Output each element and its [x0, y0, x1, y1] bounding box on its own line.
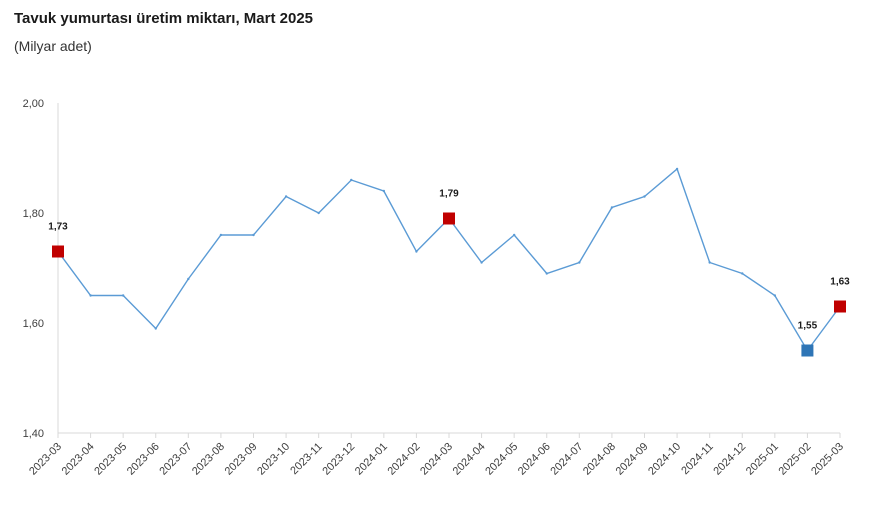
x-tick-label: 2024-11 — [679, 441, 715, 477]
data-point — [121, 294, 125, 297]
x-tick-label: 2023-07 — [157, 441, 194, 478]
data-point — [578, 261, 581, 264]
data-point — [415, 250, 418, 253]
data-label: 1,79 — [439, 189, 459, 200]
data-point — [317, 211, 320, 215]
x-tick-label: 2024-02 — [386, 441, 423, 478]
x-tick-label: 2024-04 — [451, 441, 488, 478]
data-point — [545, 272, 548, 275]
x-tick-label: 2023-10 — [255, 441, 292, 478]
highlight-marker — [801, 344, 814, 357]
highlight-marker — [52, 245, 64, 258]
highlight-marker — [834, 300, 846, 313]
x-tick-label: 2024-10 — [646, 441, 683, 478]
data-label: 1,73 — [48, 222, 68, 233]
x-tick-label: 2024-01 — [353, 441, 390, 478]
x-tick-label: 2023-06 — [125, 441, 162, 478]
x-tick-label: 2023-12 — [320, 441, 357, 478]
highlight-marker — [443, 212, 455, 225]
chart-title: Tavuk yumurtası üretim miktarı, Mart 202… — [14, 10, 314, 27]
x-tick-label: 2025-01 — [744, 441, 781, 478]
x-tick-label: 2024-03 — [418, 441, 455, 478]
data-point — [187, 277, 190, 281]
y-tick-label: 2,00 — [23, 98, 44, 110]
data-point — [480, 261, 483, 264]
x-tick-label: 2023-08 — [190, 441, 227, 478]
data-point — [708, 261, 711, 264]
data-point — [219, 233, 223, 237]
x-tick-label: 2023-09 — [223, 441, 260, 478]
data-point — [154, 327, 157, 330]
data-point — [382, 189, 386, 193]
x-tick-label: 2024-08 — [581, 441, 618, 478]
x-tick-label: 2024-06 — [516, 441, 553, 478]
x-tick-label: 2024-09 — [614, 441, 651, 478]
data-point — [512, 233, 516, 237]
data-point — [350, 178, 353, 182]
data-point — [643, 195, 646, 198]
y-tick-label: 1,60 — [23, 318, 44, 330]
x-tick-label: 2023-11 — [288, 441, 324, 477]
y-tick-label: 1,40 — [23, 428, 44, 440]
data-point — [89, 294, 92, 297]
x-tick-label: 2023-05 — [92, 441, 129, 478]
data-label: 1,63 — [830, 277, 850, 288]
x-tick-label: 2025-03 — [809, 441, 846, 478]
x-tick-label: 2023-04 — [60, 441, 97, 478]
x-tick-label: 2024-12 — [711, 441, 748, 478]
data-point — [252, 233, 255, 237]
x-tick-label: 2024-07 — [548, 441, 585, 478]
data-point — [284, 195, 288, 198]
x-tick-label: 2025-02 — [777, 441, 814, 478]
chart-subtitle: (Milyar adet) — [14, 38, 92, 54]
x-tick-label: 2024-05 — [483, 441, 520, 478]
data-label: 1,55 — [798, 321, 818, 332]
data-point — [741, 272, 744, 275]
data-point — [610, 206, 614, 209]
data-point — [773, 294, 777, 297]
y-tick-label: 1,80 — [23, 208, 44, 220]
data-point — [675, 167, 679, 171]
x-tick-label: 2023-03 — [27, 441, 64, 478]
